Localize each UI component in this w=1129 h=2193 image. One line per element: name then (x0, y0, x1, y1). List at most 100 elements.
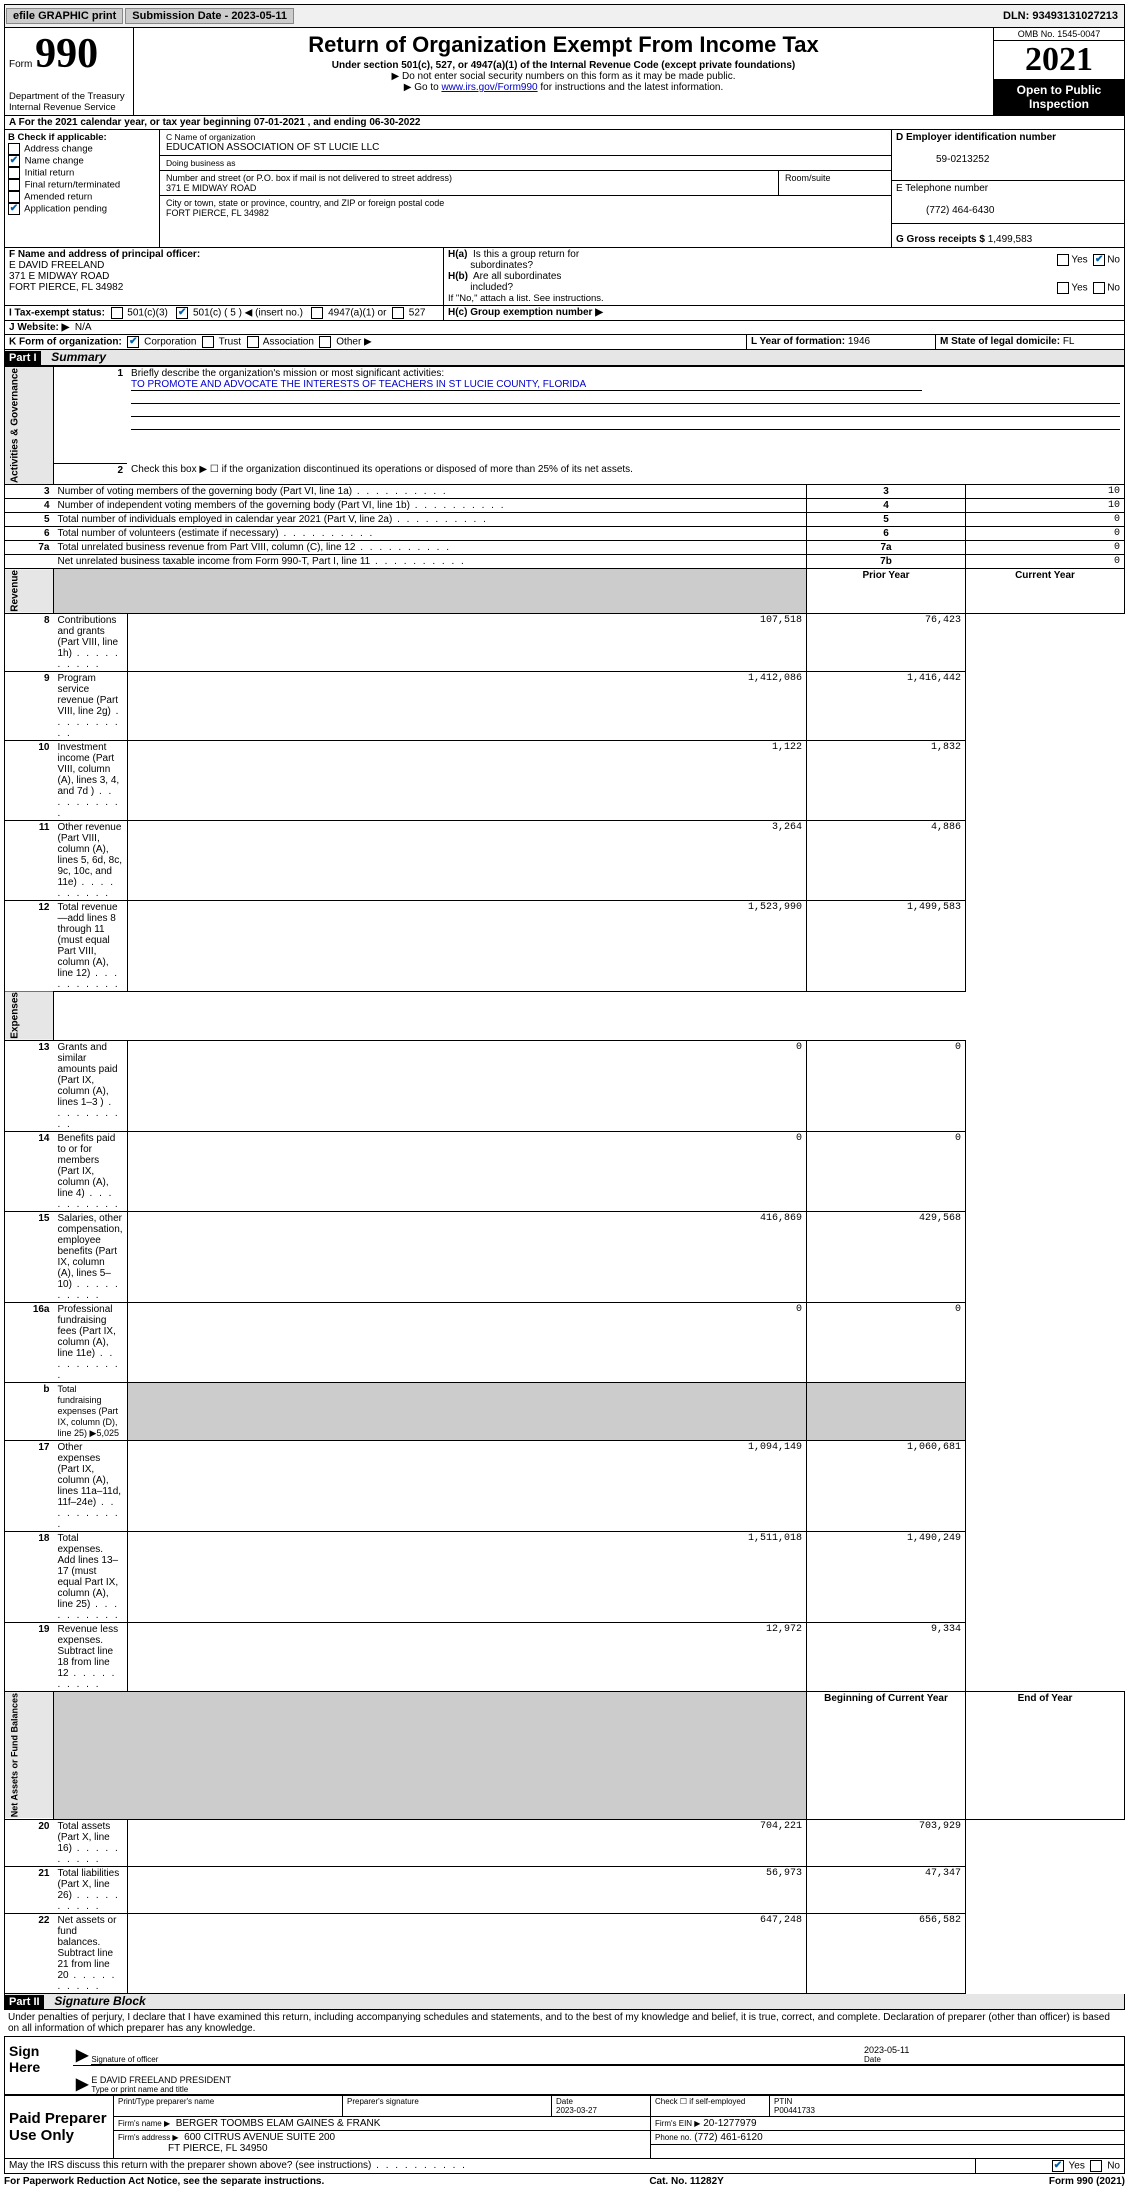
firm-ein-value: 20-1277979 (703, 2118, 756, 2129)
officer-typed-name: E DAVID FREELAND PRESIDENT (91, 2075, 1124, 2085)
line-ref: 5 (807, 513, 966, 527)
may-irs-discuss: May the IRS discuss this return with the… (9, 2160, 467, 2171)
boy-value: 56,973 (127, 1866, 806, 1913)
firm-ein-label: Firm's EIN ▶ (655, 2119, 700, 2128)
colb-checkbox[interactable] (8, 167, 20, 179)
k-corp: Corporation (144, 337, 196, 348)
current-value: 9,334 (807, 1623, 966, 1692)
yes1: Yes (1071, 255, 1087, 266)
ha-yes-checkbox[interactable] (1057, 254, 1069, 266)
colb-checkbox[interactable] (8, 143, 20, 155)
perjury-text: Under penalties of perjury, I declare th… (4, 2010, 1125, 2036)
form-header-right: OMB No. 1545-0047 2021 Open to Public In… (994, 28, 1124, 115)
dept-label: Department of the Treasury (9, 91, 125, 102)
line-number: 22 (5, 1913, 54, 1993)
prior-value: 416,869 (127, 1212, 806, 1303)
hb-yes-checkbox[interactable] (1057, 282, 1069, 294)
part2-label: Part II (5, 1995, 44, 2009)
i-527-checkbox[interactable] (392, 307, 404, 319)
col-prior-header: Prior Year (807, 569, 966, 614)
website-value: N/A (75, 322, 92, 333)
colb-checkbox[interactable] (8, 203, 20, 215)
prep-sig-label: Preparer's signature (347, 2097, 419, 2106)
col-c-name-address: C Name of organization EDUCATION ASSOCIA… (160, 130, 892, 247)
yes2: Yes (1071, 282, 1087, 293)
i-4947-checkbox[interactable] (311, 307, 323, 319)
line-value: 10 (966, 485, 1125, 499)
phone-label: Phone no. (655, 2133, 691, 2142)
part1-title: Summary (43, 350, 106, 364)
no1: No (1107, 255, 1120, 266)
dba-label: Doing business as (166, 158, 885, 168)
prior-value: 107,518 (127, 613, 806, 671)
line-text: Benefits paid to or for members (Part IX… (58, 1133, 120, 1210)
line-value: 0 (966, 527, 1125, 541)
line-text: Grants and similar amounts paid (Part IX… (58, 1042, 120, 1130)
colb-checkbox[interactable] (8, 191, 20, 203)
colb-checkbox[interactable] (8, 179, 20, 191)
line-number: 6 (5, 527, 54, 541)
prior-value: 1,122 (127, 740, 806, 820)
line-ref: 7b (807, 555, 966, 569)
section-fhij: F Name and address of principal officer:… (4, 248, 1125, 335)
prior-value: 1,094,149 (127, 1441, 806, 1532)
line-text: Total number of individuals employed in … (58, 514, 488, 525)
prior-value: 1,511,018 (127, 1532, 806, 1623)
gross-label: G Gross receipts $ (896, 234, 985, 245)
tel-value: (772) 464-6430 (896, 205, 994, 216)
col-boy-header: Beginning of Current Year (807, 1692, 966, 1819)
discuss-yes-checkbox[interactable] (1052, 2160, 1064, 2172)
tax-year: 2021 (994, 41, 1124, 79)
current-value: 1,499,583 (807, 900, 966, 991)
omb-number: OMB No. 1545-0047 (994, 28, 1124, 41)
current-value: 0 (807, 1303, 966, 1383)
line-text: Contributions and grants (Part VIII, lin… (58, 615, 120, 670)
line-text: Other revenue (Part VIII, column (A), li… (58, 822, 122, 899)
colb-checkbox[interactable] (8, 155, 20, 167)
suite-label: Room/suite (779, 171, 891, 195)
note2-post: for instructions and the latest informat… (540, 82, 723, 93)
form-title: Return of Organization Exempt From Incom… (140, 32, 987, 58)
footer-right: Form 990 (2021) (1049, 2176, 1125, 2187)
current-value: 1,416,442 (807, 671, 966, 740)
discuss-no-checkbox[interactable] (1090, 2160, 1102, 2172)
line-number: 13 (5, 1041, 54, 1132)
row-a-tax-year: A For the 2021 calendar year, or tax yea… (4, 116, 1125, 130)
current-value: 0 (807, 1132, 966, 1212)
submission-date-button[interactable]: Submission Date - 2023-05-11 (125, 8, 294, 24)
line-text: Salaries, other compensation, employee b… (58, 1213, 123, 1301)
form-header-mid: Return of Organization Exempt From Incom… (134, 28, 994, 115)
open1: Open to Public (1017, 83, 1102, 97)
vlabel-netassets: Net Assets or Fund Balances (5, 1692, 54, 1819)
org-name: EDUCATION ASSOCIATION OF ST LUCIE LLC (166, 142, 885, 153)
current-value: 0 (807, 1041, 966, 1132)
k-other-checkbox[interactable] (319, 336, 331, 348)
hb-no-checkbox[interactable] (1093, 282, 1105, 294)
current-value: 1,832 (807, 740, 966, 820)
line-text: Total number of volunteers (estimate if … (58, 528, 375, 539)
i-501c-checkbox[interactable] (176, 307, 188, 319)
section-klm: K Form of organization: Corporation Trus… (4, 335, 1125, 350)
col-current-header: Current Year (966, 569, 1125, 614)
open-public-badge: Open to Public Inspection (994, 79, 1124, 115)
boy-value: 647,248 (127, 1913, 806, 1993)
instructions-link[interactable]: www.irs.gov/Form990 (441, 82, 537, 93)
prior-value: 3,264 (127, 820, 806, 900)
firm-addr-label: Firm's address ▶ (118, 2133, 179, 2142)
m-label: M State of legal domicile: (940, 336, 1060, 347)
i-501c3-checkbox[interactable] (111, 307, 123, 319)
k-assoc-checkbox[interactable] (247, 336, 259, 348)
k-corp-checkbox[interactable] (127, 336, 139, 348)
col-d-ein-tel: D Employer identification number 59-0213… (892, 130, 1124, 247)
arrow-icon: ▶ (73, 2074, 91, 2094)
firm-addr1: 600 CITRUS AVENUE SUITE 200 (184, 2132, 335, 2143)
paid-preparer-block: Paid Preparer Use Only Print/Type prepar… (4, 2095, 1125, 2159)
k-trust-checkbox[interactable] (202, 336, 214, 348)
efile-button[interactable]: efile GRAPHIC print (6, 8, 123, 24)
current-value: 4,886 (807, 820, 966, 900)
line-number: 5 (5, 513, 54, 527)
ha-no-checkbox[interactable] (1093, 254, 1105, 266)
top-toolbar: efile GRAPHIC print Submission Date - 20… (4, 4, 1125, 28)
current-value: 1,490,249 (807, 1532, 966, 1623)
part1-label: Part I (5, 351, 41, 365)
